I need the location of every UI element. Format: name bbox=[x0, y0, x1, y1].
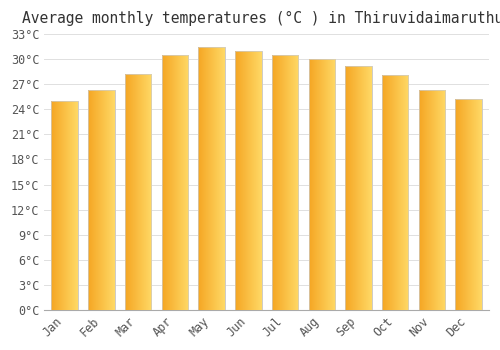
Bar bbox=[52, 101, 78, 310]
Bar bbox=[308, 59, 335, 310]
Bar bbox=[88, 90, 115, 310]
Bar bbox=[125, 74, 152, 310]
Bar bbox=[52, 101, 78, 310]
Bar bbox=[198, 47, 225, 310]
Bar bbox=[382, 75, 408, 310]
Bar bbox=[346, 66, 372, 310]
Bar bbox=[382, 75, 408, 310]
Title: Average monthly temperatures (°C ) in Thiruvidaimaruthur: Average monthly temperatures (°C ) in Th… bbox=[22, 11, 500, 26]
Bar bbox=[235, 51, 262, 310]
Bar bbox=[418, 90, 445, 310]
Bar bbox=[418, 90, 445, 310]
Bar bbox=[235, 51, 262, 310]
Bar bbox=[346, 66, 372, 310]
Bar bbox=[125, 74, 152, 310]
Bar bbox=[198, 47, 225, 310]
Bar bbox=[272, 55, 298, 310]
Bar bbox=[162, 55, 188, 310]
Bar bbox=[308, 59, 335, 310]
Bar bbox=[456, 99, 482, 310]
Bar bbox=[456, 99, 482, 310]
Bar bbox=[272, 55, 298, 310]
Bar bbox=[162, 55, 188, 310]
Bar bbox=[88, 90, 115, 310]
